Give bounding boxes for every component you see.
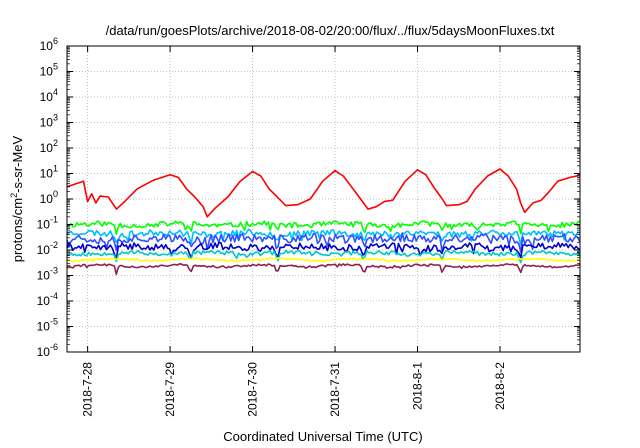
y-tick-label: 10-2: [37, 240, 58, 257]
x-tick-label: 2018-7-28: [81, 362, 95, 417]
y-tick-label: 102: [40, 138, 58, 155]
y-tick-label: 10-5: [37, 317, 58, 334]
series-group: [66, 168, 581, 276]
plot-frame: [66, 45, 581, 353]
x-tick-label: 2018-7-31: [328, 362, 342, 417]
series-line-2: [66, 220, 581, 235]
y-ticks: 10-6 10-5 10-4 10-3 10-2 10-1 100 101 102 103 104 1…: [37, 36, 580, 359]
x-ticks: 2018-7-28 2018-7-29 2018-7-30 2018-7-31 2018…: [81, 46, 507, 417]
x-axis-label: Coordinated Universal Time (UTC): [223, 429, 422, 444]
y-tick-label: 10-1: [37, 215, 58, 232]
y-tick-label: 10-4: [37, 291, 58, 308]
x-tick-label: 2018-8-1: [411, 362, 425, 410]
series-line-1: [66, 168, 581, 218]
y-tick-label: 105: [40, 62, 58, 79]
grid: [67, 46, 580, 352]
series-line-3: [66, 228, 581, 246]
y-tick-label: 10-3: [37, 266, 58, 283]
x-tick-label: 2018-8-2: [493, 362, 507, 410]
chart-title: /data/run/goesPlots/archive/2018-08-02/2…: [106, 23, 555, 38]
y-tick-label: 104: [40, 87, 58, 104]
series-line-8: [66, 263, 581, 276]
series-line-7: [66, 257, 581, 263]
series-line-4: [66, 232, 581, 253]
x-tick-label: 2018-7-30: [246, 362, 260, 417]
y-axis-label: protons/cm2-s-sr-MeV: [9, 135, 25, 262]
y-tick-label: 101: [40, 164, 58, 181]
x-tick-label: 2018-7-29: [163, 362, 177, 417]
y-tick-label: 10-6: [37, 342, 58, 359]
series-line-6: [66, 249, 581, 264]
series-line-5: [66, 241, 581, 260]
y-tick-label: 106: [40, 36, 58, 53]
y-tick-label: 100: [40, 189, 58, 206]
y-tick-label: 103: [40, 113, 58, 130]
